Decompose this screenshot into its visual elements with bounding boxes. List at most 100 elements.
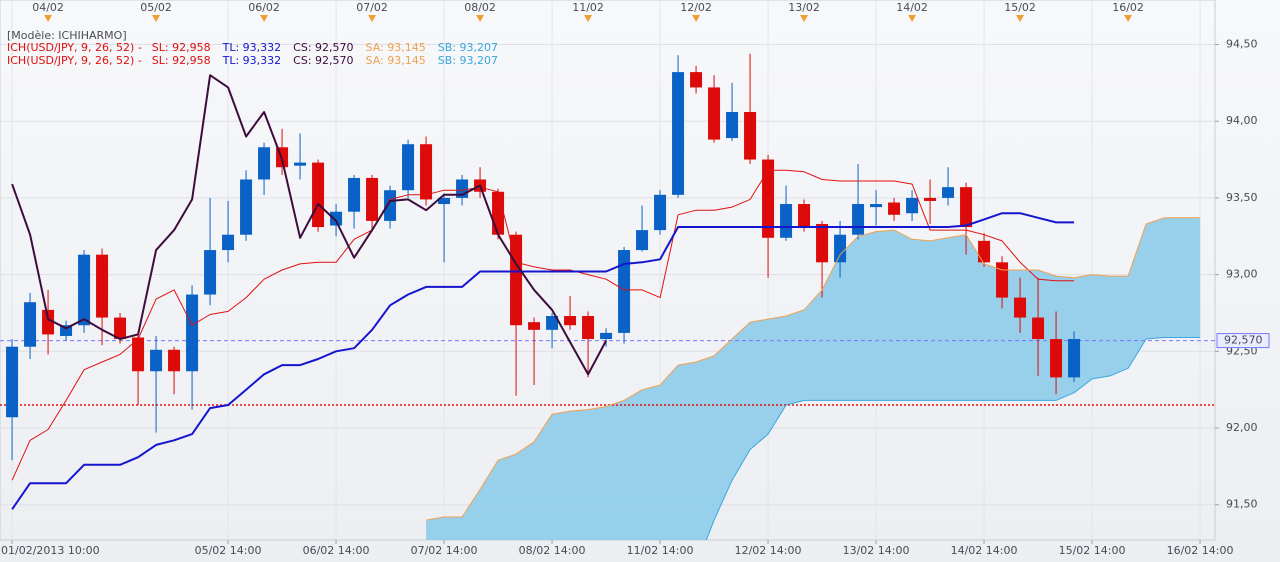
- candle-body: [294, 162, 307, 166]
- legend-entry: SA: 93,145: [366, 54, 426, 67]
- x-tick-label: 07/02 14:00: [411, 544, 478, 557]
- candle-body: [150, 349, 163, 372]
- candle-body: [222, 234, 235, 251]
- candle-body: [816, 223, 829, 263]
- candle-body: [168, 349, 181, 372]
- candle-body: [654, 194, 667, 231]
- candle-body: [582, 316, 595, 340]
- legend-row: ICH(USD/JPY, 9, 26, 52) - SL: 92,958 TL: 9…: [7, 54, 498, 67]
- top-tick-marker: [152, 15, 161, 22]
- legend-row: ICH(USD/JPY, 9, 26, 52) - SL: 92,958 TL: 9…: [7, 41, 498, 54]
- candle-body: [240, 179, 253, 235]
- candle-body: [762, 159, 775, 238]
- indicator-line: [11, 169, 1075, 481]
- legend-entry: CS: 92,570: [293, 41, 353, 54]
- top-tick-label: 08/02: [464, 1, 496, 14]
- candle-body: [528, 322, 541, 330]
- candle-body: [258, 147, 271, 180]
- candle-body: [924, 197, 937, 201]
- candle-body: [204, 250, 217, 295]
- indicator-line: [11, 212, 1075, 510]
- x-tick-label: 01/02/2013 10:00: [1, 544, 100, 557]
- candle-body: [888, 202, 901, 215]
- candle-body: [1050, 339, 1063, 378]
- candle-body: [834, 234, 847, 263]
- top-tick-label: 14/02: [896, 1, 928, 14]
- top-tick-label: 12/02: [680, 1, 712, 14]
- candle-body: [438, 197, 451, 205]
- candle-body: [24, 302, 37, 347]
- top-tick-marker: [44, 15, 53, 22]
- candle-body: [708, 87, 721, 140]
- candle-body: [420, 144, 433, 200]
- candle-body: [978, 240, 991, 263]
- candle-body: [672, 72, 685, 195]
- candle-body: [132, 337, 145, 372]
- legend: [Modèle: ICHIHARMO]ICH(USD/JPY, 9, 26, 5…: [7, 29, 498, 67]
- candle-body: [618, 250, 631, 333]
- legend-prefix: ICH(USD/JPY, 9, 26, 52) -: [7, 41, 142, 54]
- legend-entry: SL: 92,958: [152, 41, 211, 54]
- candle-body: [510, 234, 523, 326]
- candle-body: [960, 187, 973, 228]
- top-tick-marker: [692, 15, 701, 22]
- top-tick-marker: [1124, 15, 1133, 22]
- candle-body: [366, 177, 379, 221]
- candle-body: [384, 190, 397, 221]
- x-tick-label: 15/02 14:00: [1059, 544, 1126, 557]
- legend-entry: SA: 93,145: [366, 41, 426, 54]
- candle-body: [1014, 297, 1027, 318]
- candle-body: [744, 111, 757, 160]
- price-label-box: [1216, 333, 1270, 349]
- x-tick-label: 16/02 14:00: [1167, 544, 1234, 557]
- x-tick-label: 08/02 14:00: [519, 544, 586, 557]
- candle-body: [996, 262, 1009, 298]
- candle-body: [114, 317, 127, 340]
- legend-entry: SB: 93,207: [438, 41, 498, 54]
- y-tick-label: 93,50: [1226, 191, 1258, 204]
- indicator-line: [426, 217, 1201, 521]
- candle-body: [312, 162, 325, 228]
- legend-entry: TL: 93,332: [222, 54, 282, 67]
- price-label: 92,570: [1224, 334, 1263, 347]
- legend-entry: SL: 92,958: [152, 54, 211, 67]
- legend-entry: SB: 93,207: [438, 54, 498, 67]
- top-tick-marker: [800, 15, 809, 22]
- y-tick-label: 93,00: [1226, 268, 1258, 281]
- x-tick-label: 11/02 14:00: [627, 544, 694, 557]
- top-tick-marker: [1016, 15, 1025, 22]
- indicator-line: [705, 337, 1201, 540]
- top-tick-marker: [476, 15, 485, 22]
- top-tick-label: 11/02: [572, 1, 604, 14]
- y-tick-label: 94,50: [1226, 37, 1258, 50]
- candle-body: [1068, 339, 1081, 378]
- candle-body: [42, 309, 55, 335]
- top-tick-label: 07/02: [356, 1, 388, 14]
- legend-prefix: ICH(USD/JPY, 9, 26, 52) -: [7, 54, 142, 67]
- candle-body: [870, 204, 883, 208]
- candle-body: [564, 316, 577, 326]
- top-tick-label: 04/02: [32, 1, 64, 14]
- candle-body: [546, 316, 559, 330]
- legend-header: [Modèle: ICHIHARMO]: [7, 29, 127, 42]
- candle-body: [96, 254, 109, 318]
- x-tick-label: 13/02 14:00: [843, 544, 910, 557]
- top-tick-marker: [260, 15, 269, 22]
- legend-entry: CS: 92,570: [293, 54, 353, 67]
- candle-body: [1032, 317, 1045, 340]
- candle-body: [852, 204, 865, 235]
- candle-body: [348, 177, 361, 212]
- candle-body: [780, 204, 793, 238]
- candle-body: [60, 325, 73, 336]
- top-tick-marker: [584, 15, 593, 22]
- top-tick-label: 05/02: [140, 1, 172, 14]
- top-tick-label: 15/02: [1004, 1, 1036, 14]
- candle-body: [600, 332, 613, 340]
- candle-body: [186, 294, 199, 372]
- candle-body: [942, 187, 955, 198]
- candle-body: [402, 144, 415, 191]
- top-tick-marker: [908, 15, 917, 22]
- candle-body: [6, 346, 19, 418]
